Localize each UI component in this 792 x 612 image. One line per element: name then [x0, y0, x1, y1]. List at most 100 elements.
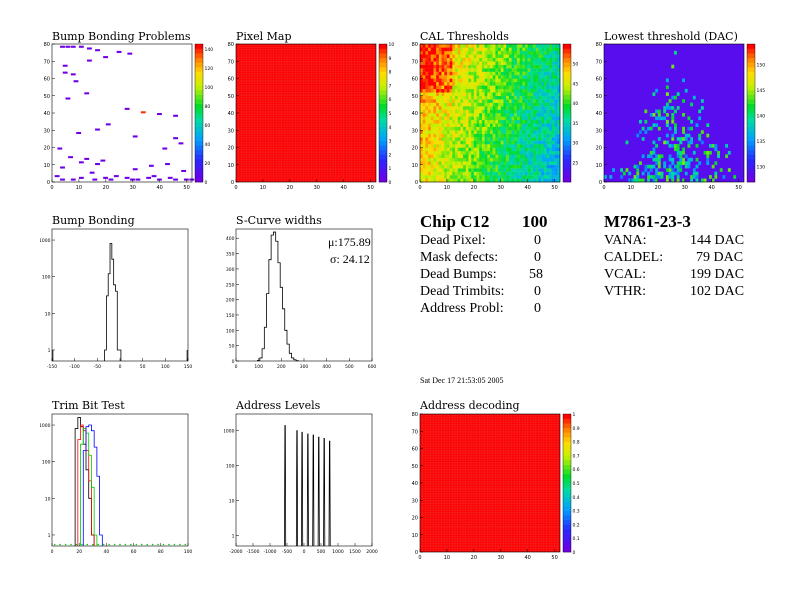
palette-cell — [563, 478, 571, 484]
map-cell — [535, 164, 539, 169]
map-cell — [695, 144, 699, 148]
map-cell — [503, 50, 507, 55]
map-cell — [425, 168, 429, 172]
map-cell — [471, 99, 475, 103]
map-cell — [425, 123, 429, 127]
palette-label: 0 — [389, 180, 392, 186]
map-cell — [682, 113, 685, 117]
map-cell — [476, 161, 480, 165]
map-cell — [449, 50, 453, 55]
map-cell — [487, 78, 491, 83]
map-cell — [481, 85, 485, 90]
map-cell — [533, 47, 536, 52]
map-cell — [500, 85, 504, 90]
map-cell — [687, 164, 691, 169]
map-cell — [430, 106, 434, 110]
map-cell — [433, 137, 437, 141]
map-cell — [533, 150, 536, 155]
map-cell — [468, 75, 472, 79]
map-cell — [481, 102, 485, 107]
map-cell — [476, 113, 480, 117]
map-cell — [487, 64, 491, 69]
map-cell — [446, 61, 450, 65]
map-cell — [479, 81, 483, 86]
map-cell — [487, 95, 491, 100]
map-cell — [487, 157, 491, 162]
map-cell — [541, 57, 545, 62]
map-cell — [522, 130, 526, 134]
map-cell — [535, 126, 539, 131]
map-cell — [538, 64, 542, 69]
map-cell — [449, 126, 453, 131]
map-cell — [519, 81, 523, 86]
map-cell — [709, 150, 712, 155]
level-peak — [312, 434, 315, 547]
map-cell — [452, 81, 456, 86]
map-cell — [525, 144, 528, 148]
map-cell — [506, 61, 510, 65]
map-cell — [460, 168, 464, 172]
y-tick-label: 70 — [228, 59, 234, 65]
map-cell — [508, 147, 512, 152]
palette-cell — [563, 94, 571, 100]
map-cell — [506, 102, 510, 107]
map-cell — [492, 126, 496, 131]
bump-pixel — [78, 45, 84, 48]
map-cell — [425, 154, 429, 159]
map-cell — [533, 102, 536, 107]
map-cell — [452, 54, 456, 58]
map-cell — [479, 47, 483, 52]
map-cell — [503, 88, 507, 93]
y-tick-label: 400 — [226, 236, 235, 242]
map-cell — [508, 54, 512, 58]
map-cell — [498, 71, 501, 76]
map-cell — [543, 64, 547, 69]
map-cell — [498, 44, 501, 48]
palette-cell — [379, 154, 387, 160]
map-cell — [420, 95, 423, 100]
palette-frame — [378, 43, 388, 183]
map-cell — [490, 116, 493, 121]
map-cell — [455, 171, 458, 176]
map-cell — [481, 175, 485, 179]
map-cell — [444, 119, 448, 124]
map-cell — [549, 150, 553, 155]
map-cell — [449, 109, 453, 114]
map-cell — [471, 147, 475, 152]
map-cell — [468, 61, 472, 65]
map-cell — [495, 85, 499, 90]
y-tick-label: 30 — [228, 128, 234, 134]
palette-cell — [195, 126, 203, 132]
map-cell — [543, 140, 547, 145]
map-cell — [535, 140, 539, 145]
map-cell — [516, 85, 520, 90]
map-cell — [533, 95, 536, 100]
map-cell — [495, 106, 499, 110]
x-tick-label: -1500 — [246, 549, 259, 555]
map-cell — [430, 95, 434, 100]
bump-pixel — [65, 45, 71, 48]
map-cell — [455, 109, 458, 114]
map-cell — [455, 144, 458, 148]
x-tick-label: 100 — [161, 364, 170, 370]
map-cell — [463, 95, 466, 100]
map-cell — [538, 154, 542, 159]
map-cell — [527, 61, 531, 65]
x-tick-label: 30 — [498, 185, 504, 190]
map-cell — [652, 92, 656, 96]
map-cell — [449, 64, 453, 69]
map-cell — [422, 54, 426, 58]
summary-label: Address Probl: — [420, 301, 504, 316]
map-cell — [609, 175, 613, 179]
map-cell — [457, 119, 461, 124]
map-cell — [541, 123, 545, 127]
map-cell — [535, 168, 539, 172]
palette-cell — [379, 62, 387, 68]
map-cell — [519, 68, 523, 72]
map-cell — [438, 88, 442, 93]
map-cell — [546, 164, 550, 169]
map-cell — [490, 44, 493, 48]
palette-cell — [379, 94, 387, 100]
map-cell — [522, 119, 526, 124]
